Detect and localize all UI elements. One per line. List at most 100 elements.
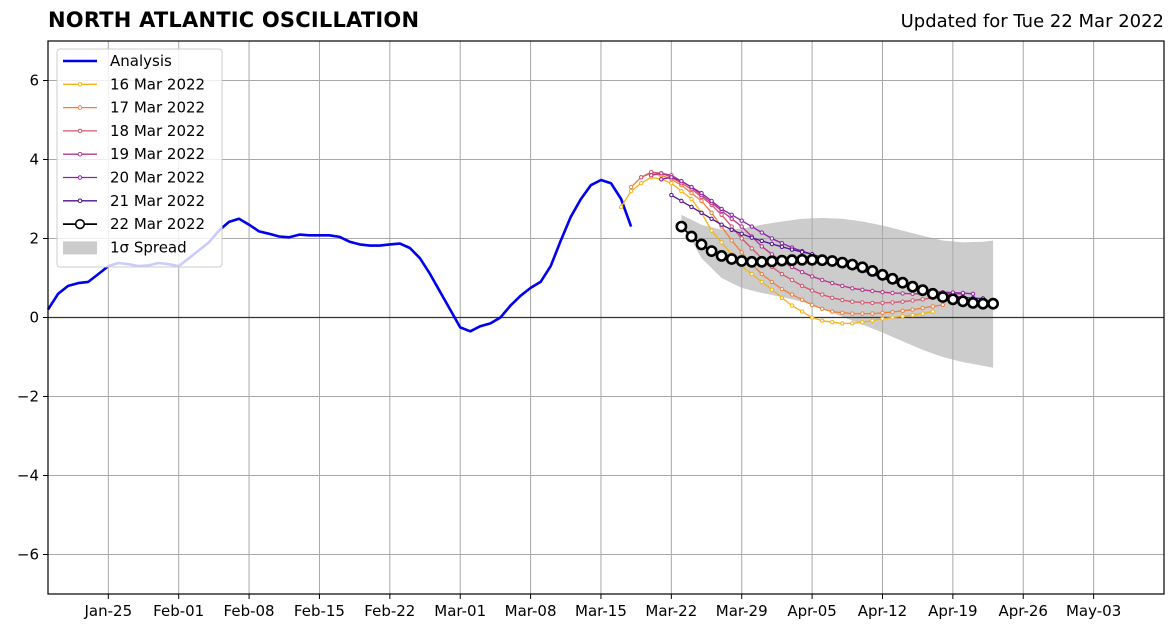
data-point [759, 230, 764, 235]
legend-label: 22 Mar 2022 [110, 215, 205, 233]
data-point [830, 309, 835, 314]
legend-entry: 16 Mar 2022 [63, 75, 205, 93]
data-point [936, 291, 949, 303]
data-point [729, 238, 734, 243]
data-point [705, 245, 718, 257]
y-tick-label: −2 [17, 388, 39, 406]
y-tick-label: −6 [17, 546, 39, 564]
data-point [739, 250, 744, 255]
data-point [799, 309, 805, 314]
x-tick-label: Apr-26 [998, 602, 1048, 620]
x-tick-label: May-03 [1066, 602, 1121, 620]
x-tick-label: Apr-12 [858, 602, 908, 620]
legend-label: 18 Mar 2022 [110, 122, 205, 140]
data-point [930, 309, 935, 314]
data-point [799, 249, 805, 255]
x-tick-label: Apr-05 [787, 602, 837, 620]
data-point [786, 254, 798, 267]
legend-box [56, 48, 223, 268]
data-point [725, 253, 738, 265]
legend-marker [77, 198, 83, 204]
data-point [840, 310, 845, 315]
data-point [890, 309, 895, 315]
data-point [840, 297, 845, 303]
data-point [789, 247, 795, 252]
legend-marker [77, 82, 83, 87]
data-point [618, 204, 624, 210]
legend-marker [74, 219, 86, 230]
data-point [749, 235, 754, 240]
data-point [749, 246, 754, 251]
data-point [850, 321, 855, 326]
data-point [776, 254, 788, 267]
legend-label: 21 Mar 2022 [110, 192, 205, 210]
data-point [906, 280, 919, 293]
data-point [689, 204, 694, 210]
y-tick-label: 4 [29, 151, 39, 169]
data-point [669, 181, 674, 186]
legend-entry: 19 Mar 2022 [63, 145, 205, 163]
legend: Analysis 16 Mar 2022 17 Mar 2022 18 Mar 202… [56, 48, 223, 268]
data-point [709, 198, 714, 204]
data-point [759, 279, 764, 285]
data-point [639, 181, 644, 186]
data-point [739, 224, 744, 229]
data-point [809, 288, 815, 293]
legend-entry: Analysis [63, 52, 172, 70]
data-point [987, 297, 999, 310]
x-tick-label: Feb-22 [364, 602, 415, 620]
grid-layer [48, 41, 1164, 594]
legend-swatch [63, 241, 97, 255]
y-tick-label: 2 [29, 230, 39, 248]
data-point [806, 253, 818, 266]
legend-marker [77, 105, 83, 110]
legend-entry: 21 Mar 2022 [63, 192, 205, 210]
data-point [675, 220, 688, 233]
data-point [799, 269, 805, 275]
data-point [789, 277, 795, 283]
data-point [880, 310, 885, 315]
data-point [779, 295, 785, 300]
data-point [880, 300, 885, 306]
data-point [769, 241, 775, 247]
data-point [689, 190, 694, 196]
data-point [830, 320, 835, 325]
y-tick-label: 0 [29, 309, 39, 327]
legend-label: 20 Mar 2022 [110, 169, 205, 187]
data-point [689, 196, 694, 202]
data-point [809, 302, 815, 308]
data-point [900, 314, 905, 319]
data-point [850, 299, 855, 304]
data-point [779, 241, 785, 246]
data-point [639, 175, 644, 180]
data-point [789, 303, 795, 308]
data-point [729, 216, 734, 222]
data-point [930, 304, 935, 309]
data-point [669, 192, 674, 198]
data-point [860, 311, 865, 316]
legend-entry: 17 Mar 2022 [63, 99, 205, 117]
data-point [779, 244, 785, 250]
x-tick-label: Apr-19 [928, 602, 978, 620]
legend-label: 17 Mar 2022 [110, 99, 205, 117]
y-tick-label: 6 [29, 72, 39, 90]
data-point [759, 238, 764, 244]
data-point [830, 295, 835, 300]
legend-entry: 22 Mar 2022 [63, 215, 205, 233]
data-point [729, 227, 734, 233]
data-point [840, 321, 845, 326]
legend-label: 19 Mar 2022 [110, 145, 205, 163]
forecast-series-2 [628, 171, 945, 316]
data-point [890, 315, 895, 320]
data-point [699, 190, 704, 196]
data-point [669, 175, 674, 180]
data-point [850, 286, 855, 291]
data-point [809, 315, 815, 320]
updated-date: Updated for Tue 22 Mar 2022 [900, 11, 1164, 32]
data-point [890, 290, 895, 296]
axes-layer: Jan-25 Feb-01 Feb-08 Feb-15 Feb-22 Mar-01 Mar-… [17, 40, 1165, 620]
data-point [880, 316, 885, 321]
legend-entry: 20 Mar 2022 [63, 169, 205, 187]
x-tick-label: Mar-22 [645, 602, 697, 620]
data-point [820, 318, 825, 323]
